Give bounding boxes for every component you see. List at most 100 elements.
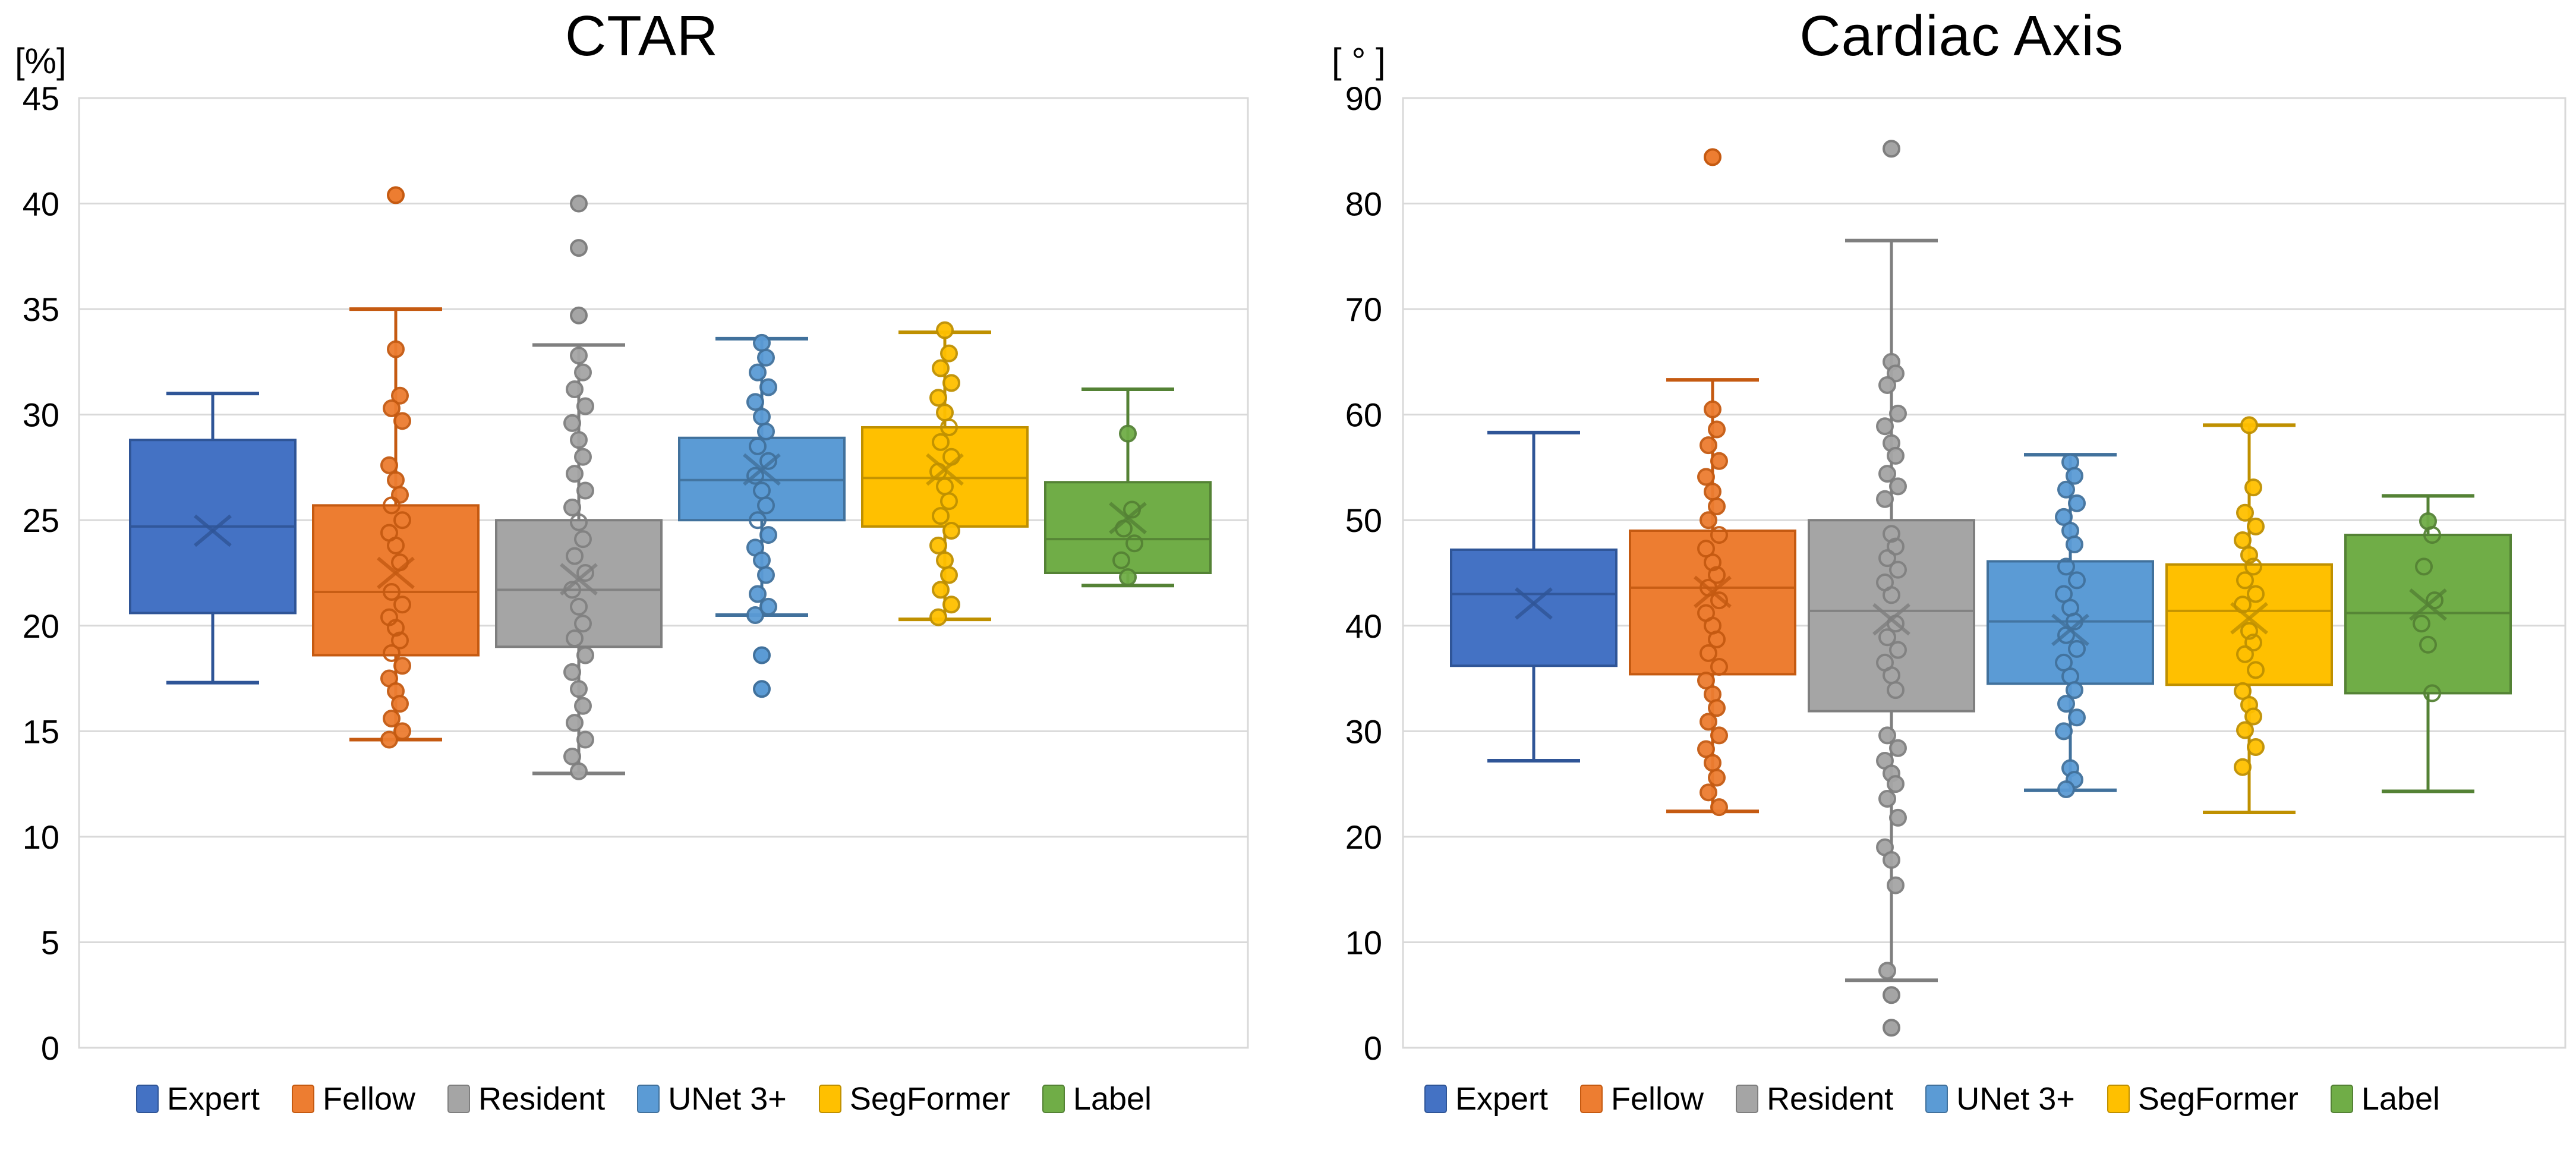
box-series-expert — [129, 392, 297, 685]
y-tick-label: 30 — [23, 396, 59, 434]
data-point — [380, 730, 398, 749]
data-point — [1119, 424, 1137, 443]
data-point — [570, 431, 588, 449]
y-tick-label: 20 — [1345, 818, 1382, 856]
box-series-segformer — [861, 321, 1029, 626]
legend-label: SegFormer — [2137, 1081, 2298, 1117]
legend-label: Label — [1073, 1081, 1152, 1117]
data-point — [753, 333, 771, 352]
mean-marker — [2051, 613, 2089, 647]
mean-marker — [2409, 588, 2447, 621]
legend-item-expert: Expert — [1424, 1083, 1548, 1115]
legend: Expert Fellow Resident UNet 3+ SegFormer Labe… — [1288, 1083, 2576, 1115]
data-point — [2055, 722, 2073, 741]
data-point — [2423, 526, 2441, 544]
legend-swatch — [2107, 1085, 2130, 1113]
data-point — [759, 452, 777, 470]
data-point — [757, 566, 775, 584]
legend-item-resident: Resident — [1736, 1083, 1893, 1115]
data-point — [566, 547, 584, 565]
data-point — [2057, 480, 2075, 499]
data-point — [563, 747, 581, 765]
y-tick-label: 30 — [1345, 713, 1382, 750]
data-point — [936, 404, 954, 422]
data-point — [749, 585, 767, 603]
legend-item-label: Label — [1042, 1083, 1152, 1115]
legend-label: SegFormer — [849, 1081, 1010, 1117]
y-axis-unit-label: [ ° ] — [1332, 41, 1386, 81]
data-point — [1112, 551, 1130, 569]
outlier-point — [1883, 1019, 1900, 1037]
mean-marker — [1109, 502, 1147, 534]
data-point — [1878, 465, 1896, 483]
data-point — [563, 498, 581, 516]
data-point — [2247, 585, 2265, 603]
data-point — [1710, 726, 1728, 745]
data-point — [940, 492, 958, 511]
y-tick-label: 25 — [23, 502, 59, 539]
outlier-point — [1883, 986, 1900, 1004]
data-point — [574, 697, 592, 715]
y-tick-label: 40 — [23, 185, 59, 223]
outlier-point — [570, 239, 588, 257]
data-point — [570, 680, 588, 698]
legend-label: Resident — [478, 1081, 606, 1117]
data-point — [1119, 568, 1137, 587]
legend-label: Expert — [1455, 1081, 1549, 1117]
data-point — [570, 513, 588, 531]
data-point — [1710, 591, 1728, 610]
y-tick-label: 60 — [1345, 396, 1382, 434]
legend-item-unet-3-: UNet 3+ — [1925, 1083, 2075, 1115]
box-series-fellow — [312, 186, 480, 749]
data-point — [2244, 634, 2262, 652]
legend-label: Fellow — [323, 1081, 416, 1117]
data-point — [2057, 557, 2075, 576]
data-point — [1700, 713, 1717, 731]
data-point — [2240, 416, 2258, 434]
data-point — [1708, 768, 1726, 787]
legend-swatch — [292, 1085, 315, 1113]
data-point — [940, 566, 958, 584]
data-point — [1708, 497, 1726, 516]
data-point — [1708, 630, 1726, 648]
data-point — [2068, 708, 2086, 727]
box — [1450, 548, 1618, 667]
box-series-resident — [1808, 140, 1975, 1037]
mean-marker — [1694, 575, 1732, 609]
data-point — [2415, 557, 2433, 576]
mean-marker — [926, 453, 964, 486]
data-point — [387, 536, 405, 554]
mean-marker — [194, 514, 232, 547]
data-point — [932, 581, 950, 599]
data-point — [1887, 681, 1905, 700]
data-point — [942, 596, 960, 614]
data-point — [393, 511, 411, 530]
y-tick-label: 45 — [23, 80, 59, 117]
y-tick-label: 50 — [1345, 502, 1382, 539]
data-point — [576, 481, 594, 500]
data-point — [2423, 684, 2441, 702]
data-point — [570, 346, 588, 365]
data-point — [391, 695, 409, 713]
data-point — [1889, 808, 1907, 827]
data-point — [2236, 503, 2254, 522]
legend-label: Fellow — [1611, 1081, 1704, 1117]
data-point — [749, 437, 767, 455]
data-point — [2236, 645, 2254, 663]
data-point — [2236, 571, 2254, 590]
data-point — [1704, 553, 1721, 572]
data-point — [1883, 850, 1900, 869]
data-point — [1878, 549, 1896, 568]
data-point — [1708, 420, 1726, 439]
mean-marker — [560, 563, 598, 596]
box-series-segformer — [2165, 416, 2333, 815]
data-point — [2066, 467, 2083, 485]
data-point — [940, 344, 958, 363]
legend-label: Resident — [1767, 1081, 1894, 1117]
data-point — [1883, 586, 1900, 604]
data-point — [932, 359, 950, 377]
data-point — [383, 710, 401, 728]
box — [312, 504, 480, 657]
data-point — [2236, 721, 2254, 739]
legend-item-expert: Expert — [135, 1083, 260, 1115]
